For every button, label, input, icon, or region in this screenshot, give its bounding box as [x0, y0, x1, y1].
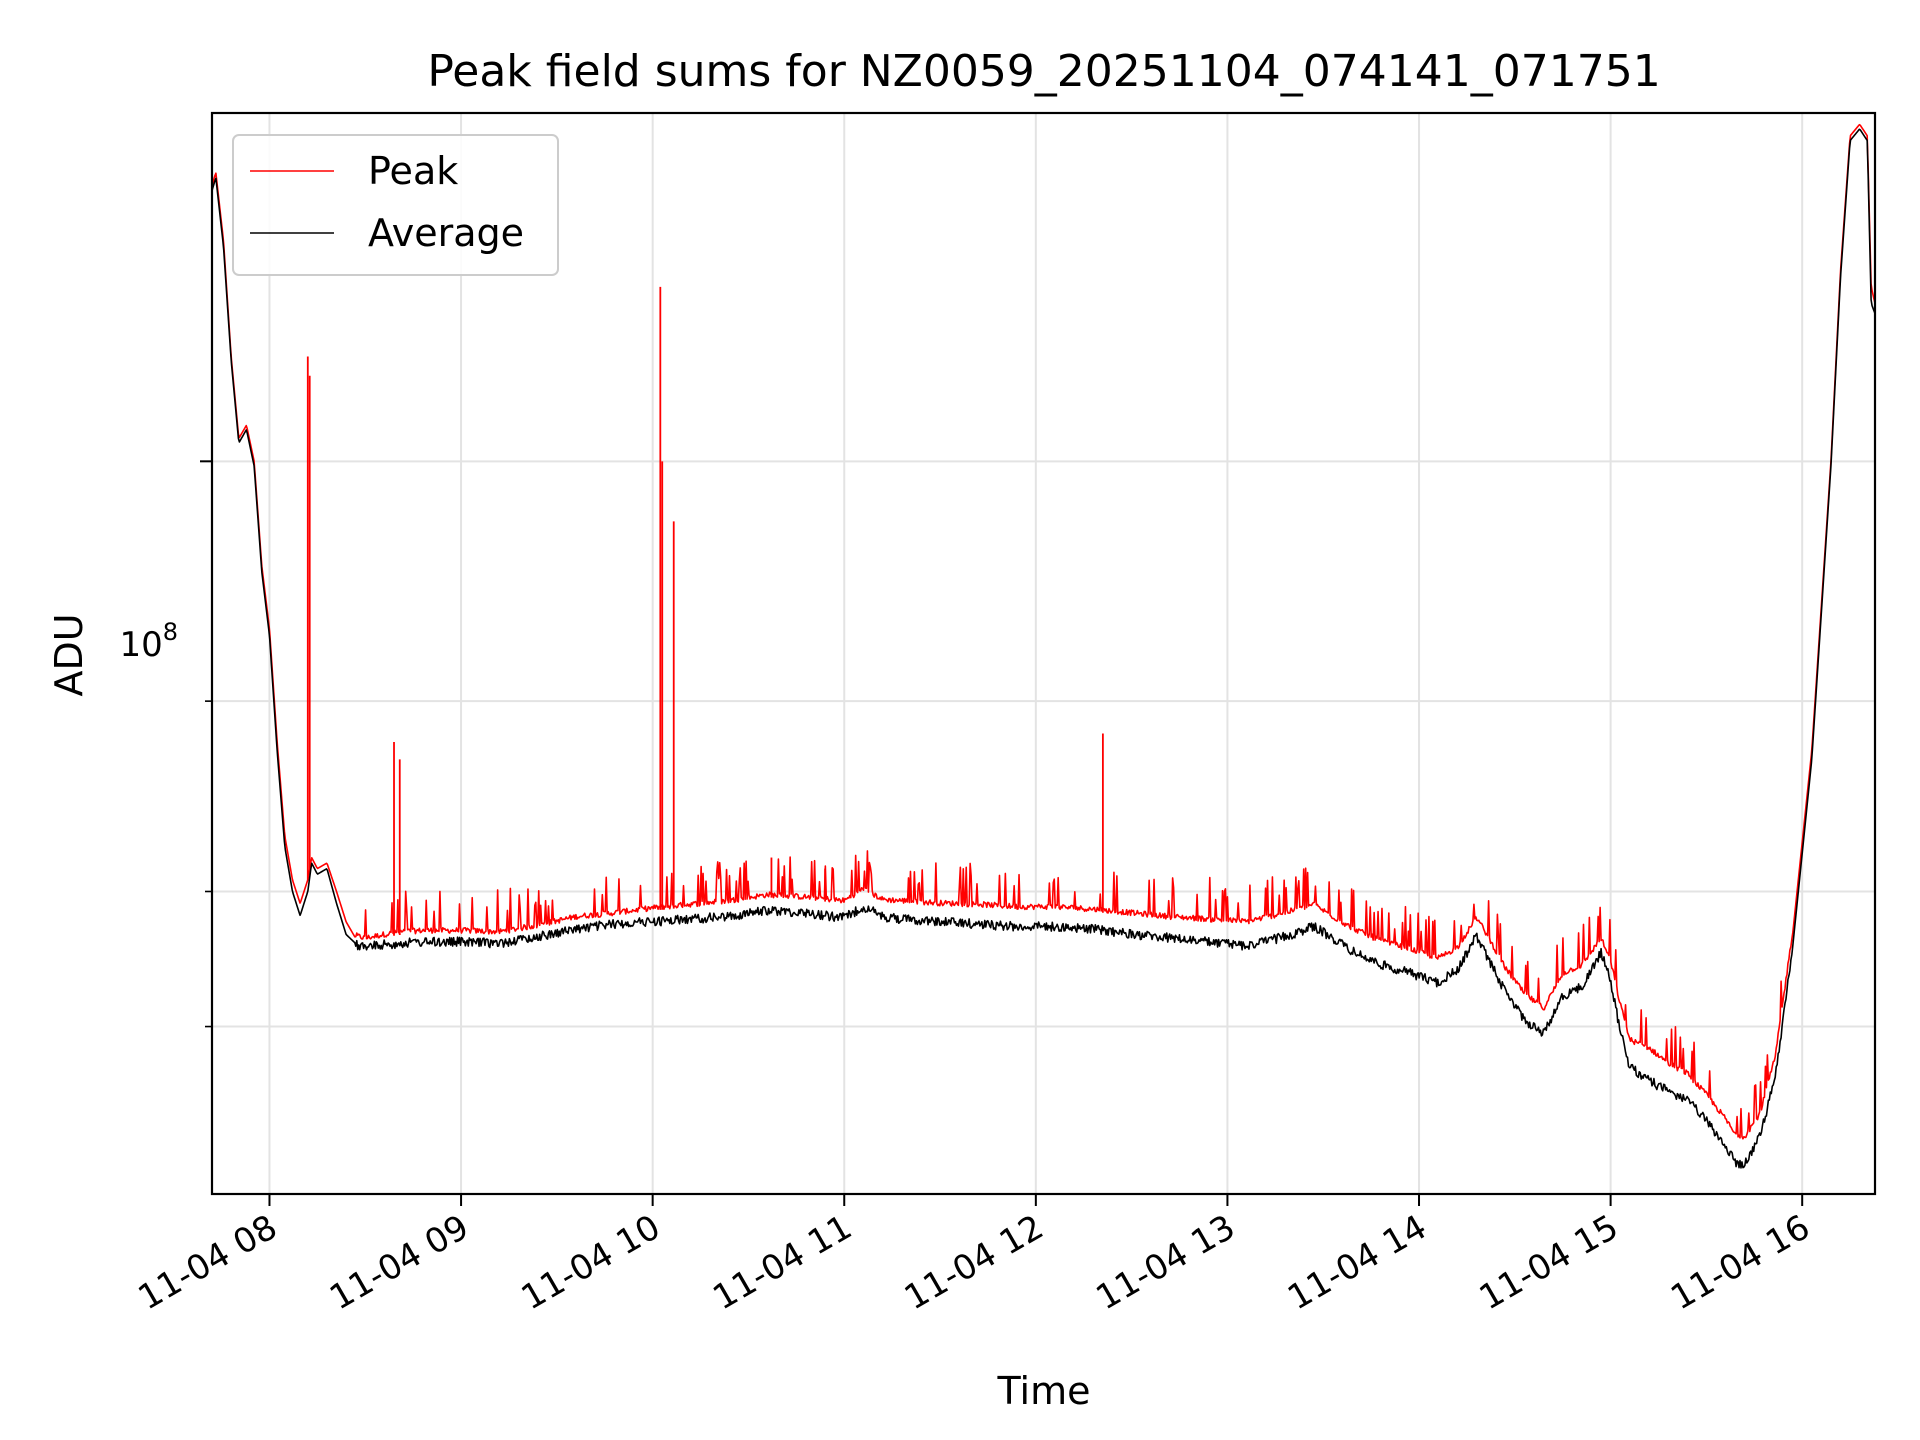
y-tick-base: 10 — [119, 625, 162, 665]
y-tick-exponent: 8 — [163, 618, 178, 646]
legend: Peak Average — [232, 134, 559, 276]
series-line-peak — [212, 123, 1875, 1140]
y-tick-label-1e8: 108 — [119, 618, 178, 665]
series-line-average — [212, 128, 1875, 1169]
series-lines — [212, 123, 1875, 1169]
legend-label-average: Average — [368, 211, 524, 255]
plot-frame — [210, 111, 1877, 1196]
grid-lines — [212, 113, 1875, 1194]
y-axis-ticks: 108 — [119, 460, 212, 1028]
y-axis-label: ADU — [47, 613, 91, 696]
legend-label-peak: Peak — [368, 149, 458, 193]
x-axis-label: Time — [997, 1369, 1091, 1413]
plot-area — [212, 123, 1875, 1169]
legend-box — [232, 134, 559, 276]
chart-title: Peak field sums for NZ0059_20251104_0741… — [427, 46, 1660, 97]
